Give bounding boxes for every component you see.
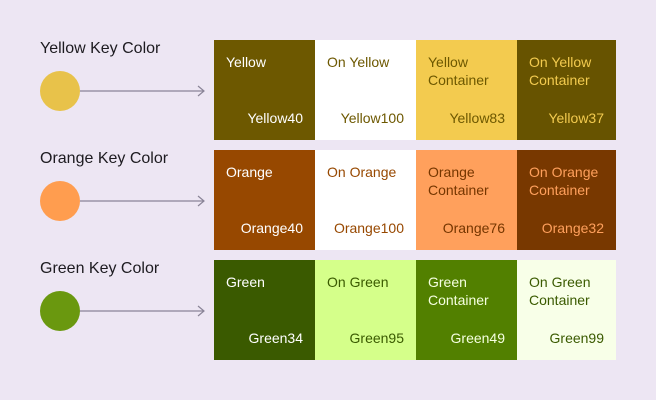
- color-group-yellow: Yellow Key Color Yellow Yellow40 On Yell…: [0, 40, 656, 140]
- swatch-tone: Yellow37: [548, 110, 604, 126]
- swatch-name: On Orange Container: [529, 164, 599, 198]
- swatch-tone: Orange76: [442, 220, 505, 236]
- tone-swatch-row: Orange Orange40 On Orange Orange100 Oran…: [214, 150, 616, 250]
- arrow-icon: [80, 305, 205, 317]
- tone-swatch: Green Container Green49: [416, 260, 517, 360]
- key-color-label: Yellow Key Color: [40, 40, 161, 57]
- swatch-tone: Orange32: [541, 220, 604, 236]
- swatch-tone: Orange40: [240, 220, 303, 236]
- tone-swatch: Yellow Container Yellow83: [416, 40, 517, 140]
- tone-swatch: On Yellow Container Yellow37: [517, 40, 616, 140]
- key-color-label: Orange Key Color: [40, 150, 169, 167]
- swatch-tone: Yellow100: [340, 110, 404, 126]
- tone-swatch-row: Green Green34 On Green Green95 Green Con…: [214, 260, 616, 360]
- color-group-orange: Orange Key Color Orange Orange40 On Oran…: [0, 150, 656, 250]
- swatch-name: Green Container: [428, 274, 489, 308]
- arrow-icon: [80, 85, 205, 97]
- tone-swatch-row: Yellow Yellow40 On Yellow Yellow100 Yell…: [214, 40, 616, 140]
- swatch-name: On Green Container: [529, 274, 591, 308]
- swatch-tone: Orange100: [333, 220, 404, 236]
- swatch-tone: Green95: [349, 330, 404, 346]
- key-color-swatch: [40, 181, 80, 221]
- swatch-name: Yellow: [226, 54, 266, 70]
- tone-swatch: On Yellow Yellow100: [315, 40, 416, 140]
- tone-swatch: Yellow Yellow40: [214, 40, 315, 140]
- swatch-tone: Green49: [450, 330, 505, 346]
- swatch-tone: Green34: [248, 330, 303, 346]
- swatch-name: Yellow Container: [428, 54, 489, 88]
- swatch-tone: Yellow40: [247, 110, 303, 126]
- tone-swatch: On Green Container Green99: [517, 260, 616, 360]
- swatch-name: On Orange: [327, 164, 397, 180]
- tone-swatch: On Orange Orange100: [315, 150, 416, 250]
- swatch-tone: Green99: [549, 330, 604, 346]
- swatch-name: On Green: [327, 274, 389, 290]
- tone-swatch: Orange Orange40: [214, 150, 315, 250]
- key-color-swatch: [40, 71, 80, 111]
- swatch-name: On Yellow Container: [529, 54, 592, 88]
- swatch-tone: Yellow83: [449, 110, 505, 126]
- arrow-icon: [80, 195, 205, 207]
- key-color-swatch: [40, 291, 80, 331]
- swatch-name: Green: [226, 274, 265, 290]
- tone-swatch: On Green Green95: [315, 260, 416, 360]
- swatch-name: Orange: [226, 164, 273, 180]
- swatch-name: On Yellow: [327, 54, 390, 70]
- color-group-green: Green Key Color Green Green34 On Green G…: [0, 260, 656, 360]
- tone-swatch: Orange Container Orange76: [416, 150, 517, 250]
- key-color-label: Green Key Color: [40, 260, 160, 277]
- tone-swatch: On Orange Container Orange32: [517, 150, 616, 250]
- tone-swatch: Green Green34: [214, 260, 315, 360]
- swatch-name: Orange Container: [428, 164, 489, 198]
